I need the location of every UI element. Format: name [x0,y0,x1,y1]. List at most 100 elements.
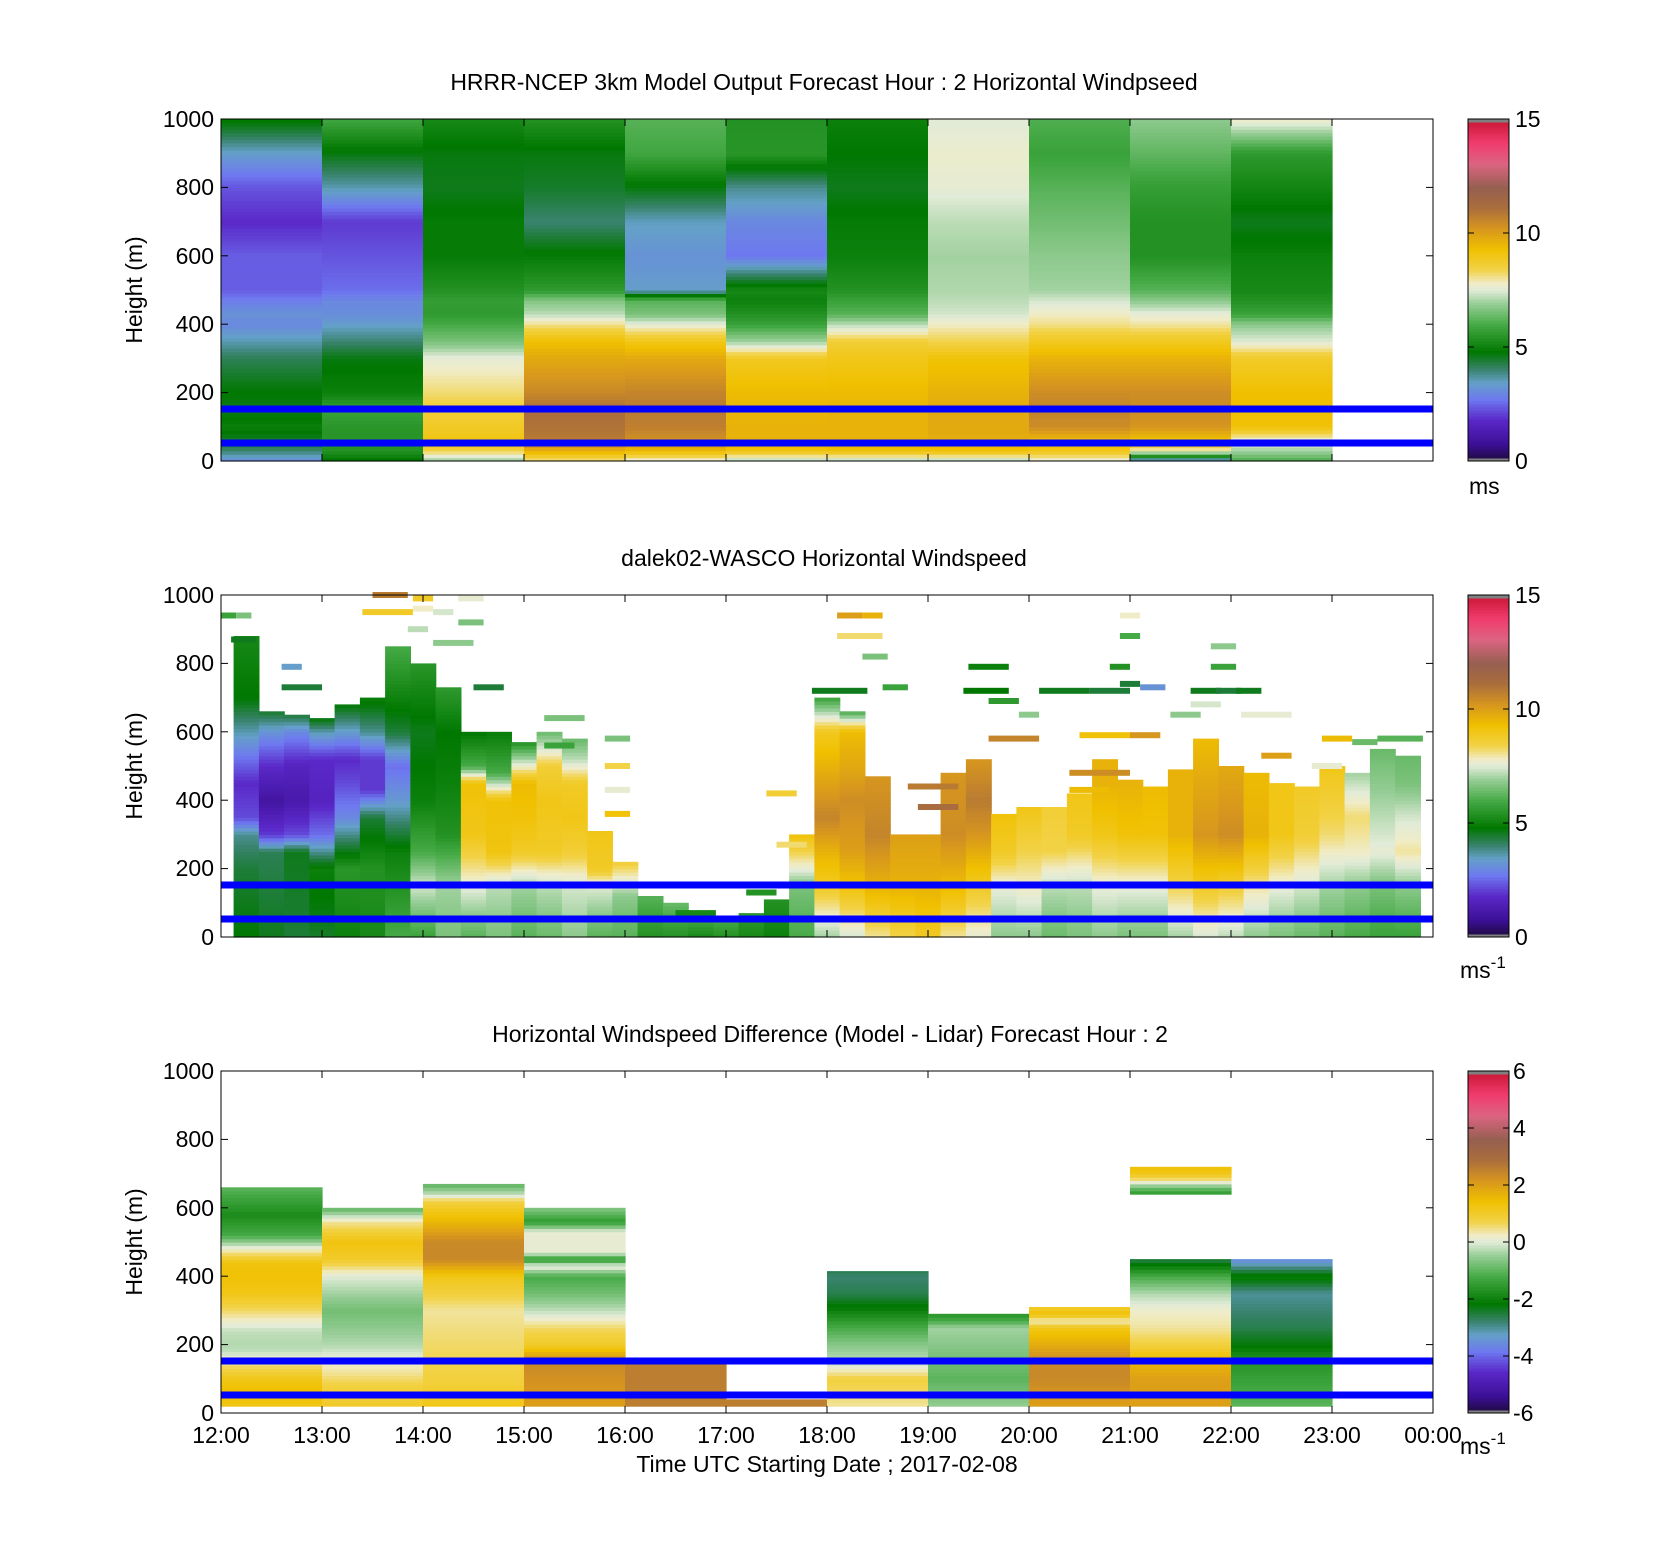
colorbar-segment [1468,1392,1509,1396]
heatmap-cell [524,218,626,223]
colorbar-segment [1468,841,1509,845]
heatmap-cell [625,365,727,370]
lidar-cell [1369,878,1396,883]
lidar-cell [965,865,992,870]
lidar-cell [814,759,841,764]
lidar-cell [486,875,512,880]
colorbar-segment [1468,1134,1509,1138]
lidar-cell [511,844,538,849]
lidar-cell [612,892,639,897]
colorbar-segment [1468,1248,1509,1252]
lidar-cell [359,820,386,825]
lidar-cell [587,844,613,849]
lidar-cell [1268,875,1295,880]
colorbar-segment [1468,170,1509,174]
lidar-cell [359,841,386,846]
lidar-cell [460,752,487,757]
heatmap-cell [1029,283,1131,288]
lidar-cell [1218,776,1245,781]
heatmap-cell [524,358,626,363]
heatmap-cell [726,283,828,288]
lidar-cell [233,714,260,719]
heatmap-cell [1231,173,1333,178]
heatmap-cell [322,249,424,253]
lidar-cell [1142,800,1169,805]
heatmap-cell [221,132,323,137]
lidar-cell [258,789,285,794]
lidar-cell [486,926,512,931]
heatmap-cell [221,1375,323,1380]
lidar-cell [435,913,462,918]
lidar-cell [284,851,310,856]
lidar-cell [890,892,916,897]
heatmap-cell [625,375,727,380]
lidar-cell [789,902,815,907]
lidar-cell [1117,789,1144,794]
heatmap-cell [221,122,323,127]
lidar-cell [1218,807,1245,811]
lidar-cell [334,711,361,716]
lidar-cell [1268,851,1295,856]
colorbar-segment [1468,826,1509,830]
lidar-cell [991,844,1017,849]
lidar-cell [334,930,361,935]
heatmap-cell [423,368,525,373]
colorbar-segment [1468,407,1509,411]
lidar-cell [915,834,942,839]
lidar-cell [435,796,462,801]
lidar-cell [1319,892,1346,897]
lidar-cell [1369,766,1396,770]
lidar-cell [334,848,361,853]
heatmap-cell [625,259,727,264]
heatmap-cell [928,197,1030,202]
lidar-cell [410,776,437,781]
heatmap-cell [423,1190,525,1195]
lidar-cell [1395,824,1421,829]
heatmap-cell [1029,204,1131,209]
colorbar-segment [1468,901,1509,905]
lidar-cell [410,803,437,808]
lidar-cell [1193,909,1219,914]
heatmap-cell [928,173,1030,178]
heatmap-cell [1029,296,1131,301]
heatmap-cell [423,361,525,366]
lidar-cell [1395,762,1421,767]
colorbar-segment [1468,1167,1509,1171]
lidar-cell [814,704,841,709]
lidar-cell [1344,824,1371,829]
heatmap-cell [322,1389,424,1394]
lidar-cell [486,810,512,815]
heatmap-cell [221,307,323,312]
heatmap-cell [928,177,1030,182]
lidar-cell [410,707,437,712]
heatmap-cell [1231,361,1333,366]
lidar-cell [940,878,967,883]
colorbar-segment [1468,227,1509,231]
lidar-cell [1319,800,1346,805]
lidar-cell [1218,793,1245,798]
heatmap-cell [1130,225,1232,229]
lidar-cell [1092,899,1118,904]
lidar-cell [435,769,462,774]
lidar-cell [587,913,613,918]
lidar-cell [385,766,411,770]
lidar-cell [233,807,260,811]
colorbar-segment [1468,718,1509,722]
colorbar-segment [1468,161,1509,165]
lidar-cell [561,865,588,870]
lidar-cell [309,878,336,883]
lidar-cell [359,844,386,849]
heatmap-cell [221,180,323,185]
heatmap-cell [423,187,525,192]
lidar-cell [864,913,891,918]
heatmap-cell [524,214,626,219]
lidar-cell [233,793,260,798]
lidar-cell [1294,796,1320,801]
lidar-cell [1395,807,1421,811]
heatmap-cell [423,317,525,322]
lidar-cell [1268,841,1295,846]
colorbar-tick-label: 15 [1515,582,1541,608]
lidar-cell [460,793,487,798]
colorbar-segment [1468,164,1509,168]
lidar-cell [1369,748,1396,753]
